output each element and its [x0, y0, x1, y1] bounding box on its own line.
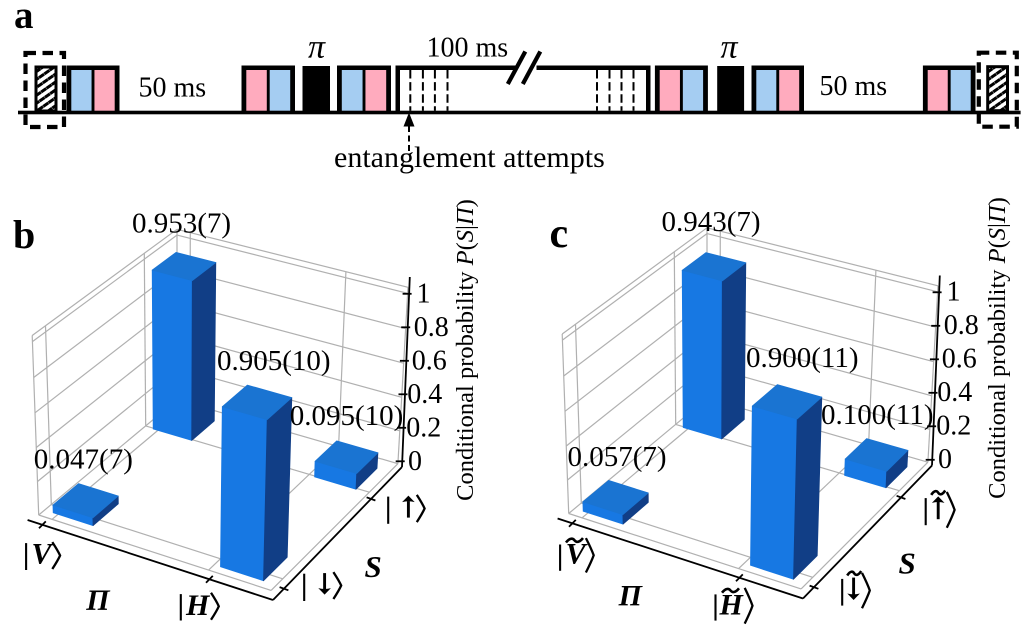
svg-text:0.8: 0.8 — [944, 310, 979, 341]
svg-text:0.4: 0.4 — [937, 377, 972, 408]
svg-text:0.8: 0.8 — [414, 312, 449, 343]
svg-text:c: c — [550, 211, 569, 257]
svg-text:entanglement attempts: entanglement attempts — [334, 141, 605, 174]
svg-text:Π: Π — [618, 580, 644, 613]
svg-text:S: S — [899, 546, 916, 581]
svg-text:V: V — [32, 538, 55, 571]
svg-text:b: b — [13, 212, 35, 257]
svg-text:0.6: 0.6 — [942, 344, 977, 375]
svg-text:50 ms: 50 ms — [820, 71, 888, 102]
svg-text:a: a — [14, 0, 34, 37]
svg-text:0.953(7): 0.953(7) — [132, 208, 231, 240]
svg-text:0.900(11): 0.900(11) — [746, 342, 859, 374]
svg-text:Conditional probability P(S|Π): Conditional probability P(S|Π) — [452, 199, 479, 501]
svg-text:H: H — [719, 589, 745, 622]
svg-text:0.057(7): 0.057(7) — [568, 441, 667, 473]
svg-text:0.2: 0.2 — [936, 411, 971, 442]
svg-text:0.2: 0.2 — [406, 413, 441, 444]
svg-text:100 ms: 100 ms — [427, 33, 509, 64]
svg-text:0.047(7): 0.047(7) — [34, 444, 133, 476]
svg-text:0: 0 — [938, 444, 952, 475]
svg-text:V: V — [566, 538, 589, 571]
svg-text:S: S — [365, 549, 382, 584]
svg-text:0.6: 0.6 — [412, 346, 447, 377]
svg-text:0.943(7): 0.943(7) — [662, 206, 761, 238]
svg-text:0: 0 — [408, 446, 422, 477]
svg-text:1: 1 — [417, 279, 431, 310]
svg-text:0.095(10): 0.095(10) — [290, 400, 404, 432]
svg-text:0.100(11): 0.100(11) — [821, 399, 934, 431]
svg-text:H: H — [185, 589, 211, 622]
svg-text:Conditional probability P(S|Π): Conditional probability P(S|Π) — [984, 197, 1011, 499]
svg-text:π: π — [308, 29, 326, 66]
svg-text:0.905(10): 0.905(10) — [217, 345, 331, 377]
svg-text:0.4: 0.4 — [407, 379, 442, 410]
svg-text:50 ms: 50 ms — [139, 73, 207, 104]
svg-text:π: π — [720, 29, 738, 66]
svg-text:Π: Π — [85, 584, 111, 617]
svg-text:1: 1 — [947, 277, 961, 308]
